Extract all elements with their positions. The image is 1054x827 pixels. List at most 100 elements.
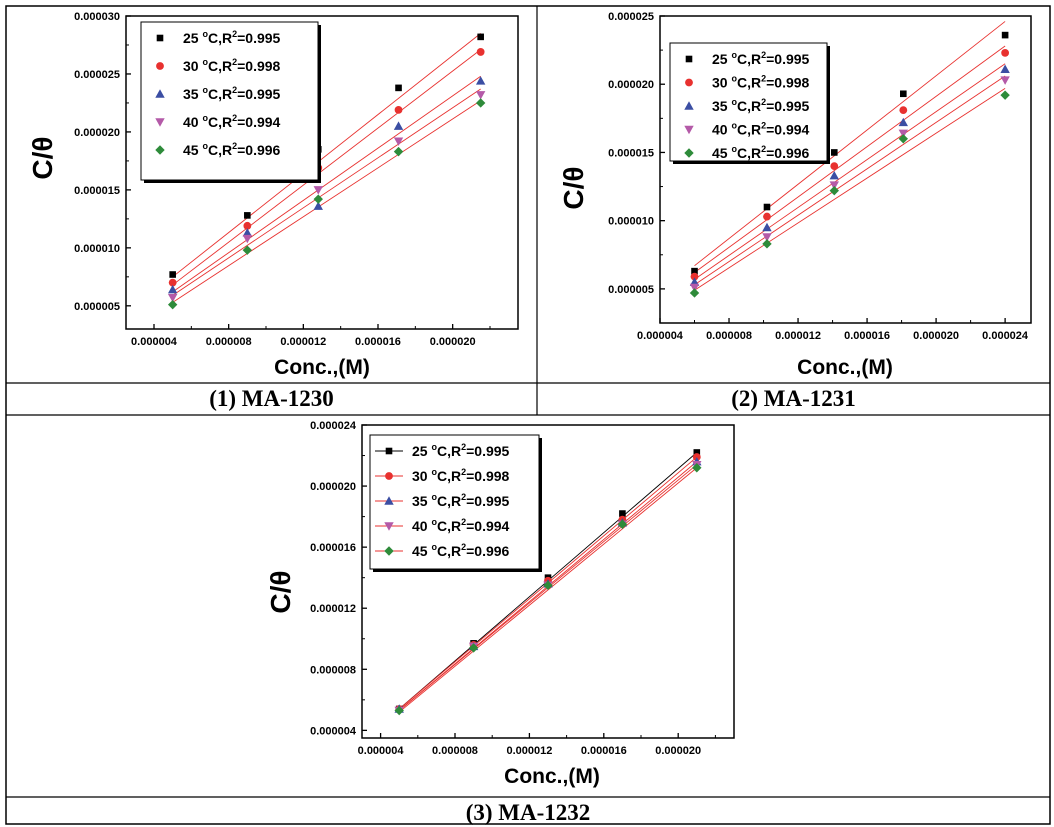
y-axis: 0.000004 0.000008 0.000012 0.000016 0.000020… <box>310 420 367 737</box>
x-tick-label: 0.000016 <box>844 330 890 342</box>
fit-line-1 <box>694 45 1006 273</box>
y-tick-label: 0.000020 <box>74 127 120 139</box>
legend-r2: =0.998 <box>237 58 280 74</box>
data-point <box>242 245 253 255</box>
data-point <box>167 293 178 303</box>
legend-box <box>669 42 828 162</box>
legend-marker <box>385 472 393 480</box>
legend-r2: =0.995 <box>766 98 809 114</box>
x-tick-label: 0.000020 <box>913 330 959 342</box>
fit-lines <box>694 21 1006 291</box>
legend-marker <box>156 62 164 70</box>
legend-sup: 2 <box>461 542 466 552</box>
legend-unit: C,R <box>737 122 761 138</box>
data-point <box>829 170 839 180</box>
data-point <box>763 212 771 221</box>
series-0 <box>691 31 1009 275</box>
data-point <box>1000 76 1010 85</box>
y-tick-label: 0.000005 <box>74 301 120 313</box>
data-point <box>475 91 486 100</box>
y-tick-label: 0.000010 <box>608 216 654 228</box>
data-point <box>393 146 404 157</box>
legend-entry: 30 oC,R2=0.998 <box>412 467 510 484</box>
x-tick-label: 0.000012 <box>775 330 821 342</box>
data-point <box>244 212 251 219</box>
data-point <box>899 106 908 115</box>
data-point <box>763 203 771 211</box>
data-point <box>476 48 485 56</box>
legend-degree: o <box>202 141 208 151</box>
legend-entry: 40 oC,R2=0.994 <box>183 113 281 130</box>
legend-degree: o <box>431 517 437 527</box>
legend-degree: o <box>202 85 208 95</box>
x-tick-label: 0.000008 <box>706 330 752 342</box>
data-point <box>475 76 486 85</box>
y-tick-label: 0.000015 <box>608 147 654 159</box>
legend-marker <box>385 447 393 455</box>
fit-lines <box>172 33 481 303</box>
data-point <box>619 510 626 517</box>
legend-entry: 25 oC,R2=0.995 <box>183 29 281 46</box>
series-4 <box>167 98 486 310</box>
legend-sup: 2 <box>461 442 466 452</box>
legend-entry: 35 oC,R2=0.995 <box>183 85 281 102</box>
legend-temp: 45 <box>412 543 431 559</box>
data-point <box>689 277 700 286</box>
data-point <box>898 117 909 127</box>
legend-r2: =0.995 <box>466 443 509 459</box>
legend-sup: 2 <box>761 97 766 107</box>
legend-sup: 2 <box>232 85 237 95</box>
legend-sup: 2 <box>232 57 237 67</box>
legend-entry: 45 oC,R2=0.996 <box>712 144 810 161</box>
legend-marker <box>156 34 164 42</box>
legend-unit: C,R <box>737 145 761 161</box>
legend-sup: 2 <box>461 467 466 477</box>
data-point <box>829 181 839 190</box>
legend-sup: 2 <box>232 113 237 123</box>
legend-unit: C,R <box>208 86 232 102</box>
x-tick-label: 0.000004 <box>131 336 178 348</box>
data-point <box>243 221 252 230</box>
caption-ma-1231: (2) MA-1231 <box>731 386 856 411</box>
legend-box <box>140 21 319 181</box>
legend-temp: 45 <box>183 142 202 158</box>
fit-line-4 <box>694 87 1006 291</box>
legend-temp: 40 <box>183 114 202 130</box>
plot-area <box>659 15 1032 324</box>
legend-marker <box>384 546 394 556</box>
legend-entry: 45 oC,R2=0.996 <box>412 542 510 559</box>
legend-r2: =0.995 <box>237 86 280 102</box>
legend-entry: 35 oC,R2=0.995 <box>712 97 810 114</box>
legend-temp: 30 <box>712 75 731 91</box>
legend-degree: o <box>731 144 737 154</box>
legend-r2: =0.998 <box>466 468 509 484</box>
legend-marker <box>684 148 694 158</box>
legend-degree: o <box>431 442 437 452</box>
legend-temp: 35 <box>183 86 202 102</box>
chart-ma-1230: 0.000005 0.000010 0.000015 0.000020 0.000025… <box>27 11 519 379</box>
data-point <box>477 33 484 41</box>
legend-temp: 35 <box>712 98 731 114</box>
legend-marker <box>155 118 165 127</box>
legend-entry: 30 oC,R2=0.998 <box>712 74 810 91</box>
legend-unit: C,R <box>437 493 461 509</box>
legend-degree: o <box>202 29 208 39</box>
y-tick-label: 0.000010 <box>74 243 120 255</box>
data-point <box>393 121 404 130</box>
series-2 <box>167 76 486 294</box>
data-point <box>1000 90 1010 100</box>
y-tick-label: 0.000005 <box>608 284 654 296</box>
data-point <box>898 134 909 144</box>
data-point <box>617 519 628 529</box>
legend-degree: o <box>431 467 437 477</box>
fit-line-4 <box>172 100 481 303</box>
data-point <box>168 278 177 287</box>
data-point <box>313 186 323 195</box>
legend-marker <box>155 145 165 155</box>
chart-ma-1232: 0.000004 0.000008 0.000012 0.000016 0.000020… <box>265 420 735 788</box>
legend-entry: 25 oC,R2=0.995 <box>412 442 510 459</box>
legend-sup: 2 <box>461 517 466 527</box>
